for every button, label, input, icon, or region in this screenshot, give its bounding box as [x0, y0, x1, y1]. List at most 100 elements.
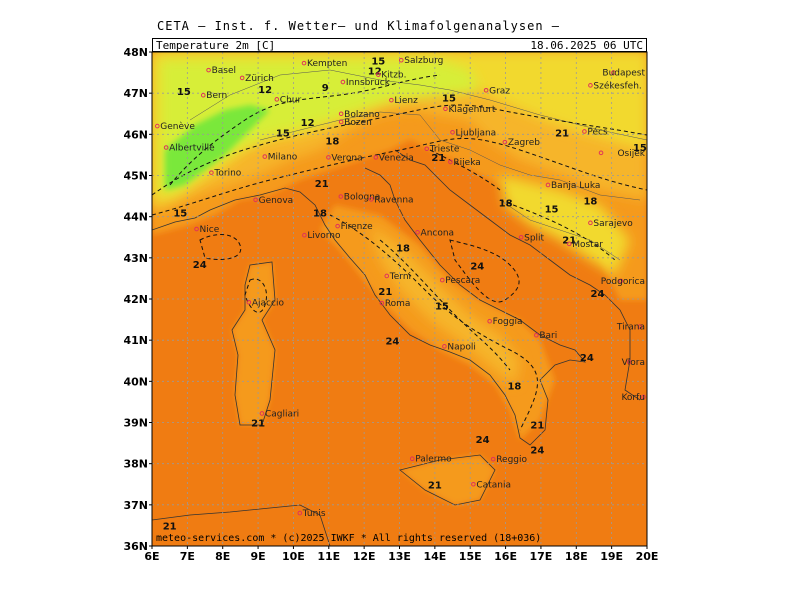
city-marker — [338, 119, 344, 125]
city-label: Lienz — [394, 96, 418, 106]
city-marker — [566, 241, 572, 247]
lat-tick-label: 40N — [123, 375, 148, 388]
isotherm-label: 18 — [499, 198, 513, 209]
datetime-label: 18.06.2025 06 UTC — [530, 39, 643, 52]
city-label: Bologna — [344, 192, 381, 202]
isotherm-label: 21 — [378, 287, 392, 298]
city-marker — [375, 72, 381, 77]
isotherm-label: 21 — [163, 522, 177, 533]
city-label: Bari — [539, 331, 557, 341]
isotherm-label: 15 — [545, 205, 559, 216]
institute-title: CETA — Inst. f. Wetter— und Klimafolgena… — [157, 19, 561, 33]
city-label: Livorno — [307, 231, 341, 241]
lat-tick-label: 42N — [123, 293, 148, 306]
sardinia-corsica — [232, 262, 275, 425]
isotherm-label: 12 — [258, 85, 272, 96]
city-label: Firenze — [341, 222, 373, 232]
lon-tick-label: 6E — [144, 550, 159, 563]
balkan-cool — [500, 175, 630, 275]
city-marker — [155, 123, 160, 129]
variable-label: Temperature 2m [C] — [156, 39, 276, 52]
city-marker — [618, 278, 624, 284]
isotherm-labels: 15 12 912151215181521211815181521211815241… — [163, 56, 647, 532]
isotherm-label: 24 — [530, 445, 544, 456]
city-marker — [379, 300, 385, 306]
city-marker — [302, 232, 307, 238]
city-marker — [443, 106, 448, 112]
city-marker — [518, 234, 524, 240]
city-marker — [588, 83, 593, 88]
city-marker — [409, 456, 415, 462]
isotherm-label: 15 — [276, 128, 290, 139]
city-marker — [206, 67, 211, 73]
city-marker — [340, 79, 346, 85]
city-label: Terni — [389, 272, 411, 282]
city-marker — [262, 154, 268, 159]
city-marker — [338, 111, 344, 117]
isotherm-label: 18 — [396, 244, 410, 255]
city-label: Chur — [280, 95, 302, 105]
lon-tick-label: 12E — [353, 550, 376, 563]
city-marker — [209, 170, 214, 175]
city-label: Pescara — [445, 276, 480, 286]
city-label: Trieste — [429, 145, 460, 155]
city-label: Mostar — [572, 240, 603, 250]
city-marker — [490, 456, 496, 462]
city-marker — [326, 155, 331, 160]
city-label: Kempten — [307, 59, 347, 69]
city-label: Ljubljana — [456, 128, 497, 138]
city-label: Milano — [268, 153, 298, 163]
city-label: Bozen — [344, 118, 372, 128]
isotherm-label: 21 — [530, 421, 544, 432]
land-cold — [160, 60, 480, 195]
isotherm-label: 21 — [431, 153, 445, 164]
lon-tick-label: 14E — [423, 550, 446, 563]
city-label: Basel — [212, 66, 236, 76]
city-label: Zürich — [245, 74, 274, 84]
city-label: Genève — [160, 121, 195, 132]
city-marker — [483, 87, 489, 93]
city-marker — [448, 159, 453, 165]
isotherm-label: 15 — [177, 87, 191, 98]
city-label: Bern — [206, 91, 227, 101]
lon-tick-label: 10E — [282, 550, 305, 563]
city-label: Pécs — [587, 126, 608, 137]
isotherm-label: 21 — [428, 480, 442, 491]
city-label: Graz — [489, 86, 510, 96]
city-label: Klagenfurt — [448, 105, 495, 115]
isotherm-label: 9 — [322, 83, 329, 94]
city-label: Nice — [200, 225, 220, 235]
lat-tick-label: 48N — [123, 46, 148, 59]
isotherm-label: 24 — [385, 336, 399, 347]
city-label: Genova — [259, 196, 294, 206]
city-label: Bolzano — [344, 110, 380, 120]
city-label: Székesfeh. — [593, 80, 641, 91]
city-marker — [398, 57, 404, 63]
isotherm-label: 15 — [173, 209, 187, 220]
lat-tick-label: 38N — [123, 458, 148, 471]
isotherm-label: 24 — [193, 260, 207, 271]
city-marker — [534, 332, 539, 338]
lat-tick-label: 43N — [123, 252, 148, 265]
city-marker — [259, 411, 265, 416]
lon-tick-label: 11E — [317, 550, 340, 563]
city-marker — [239, 75, 245, 81]
city-marker — [253, 197, 258, 203]
lat-tick-label: 46N — [123, 128, 148, 141]
isotherm-label: 21 — [315, 179, 329, 190]
city-label: Tunis — [302, 509, 326, 519]
city-marker — [637, 324, 643, 329]
city-marker — [588, 220, 593, 226]
city-label: Budapest — [602, 69, 645, 79]
city-marker — [439, 277, 445, 283]
coastlines — [152, 149, 641, 546]
isotherm-label: 24 — [591, 289, 605, 300]
city-label: Split — [524, 233, 544, 243]
city-label: Korfu — [621, 393, 645, 403]
city-label: Roma — [385, 299, 411, 309]
city-marker — [450, 129, 455, 135]
city-label: Podgorica — [601, 277, 645, 287]
city-marker — [200, 92, 206, 98]
lon-tick-label: 16E — [494, 550, 517, 563]
